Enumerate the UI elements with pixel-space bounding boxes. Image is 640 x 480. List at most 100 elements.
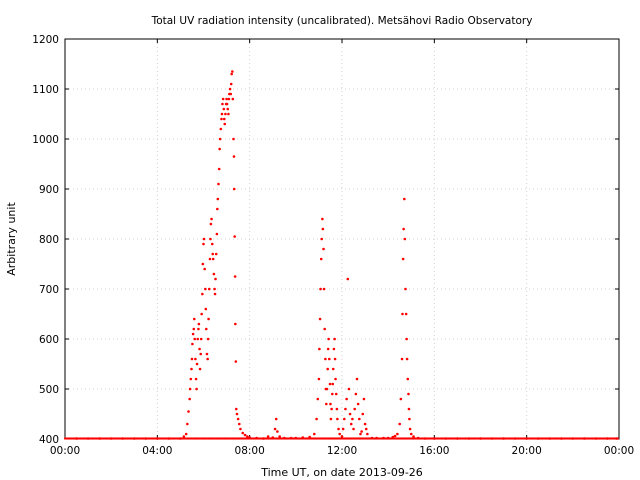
data-point [214,277,217,281]
data-point [321,227,325,231]
data-point [349,422,353,426]
x-tick-label: 16:00 [419,445,449,457]
data-point [236,417,240,421]
data-point [201,292,204,296]
data-point [190,367,193,371]
data-point [354,392,358,396]
data-point [220,112,224,116]
data-point [227,97,231,101]
data-point [210,217,213,221]
data-point [216,207,219,211]
data-point [321,217,324,221]
data-point [358,417,361,421]
data-point [230,72,233,76]
data-point [316,397,320,401]
data-point [232,137,235,141]
x-tick-label: 08:00 [235,445,265,457]
data-point [207,317,210,321]
data-point [331,367,335,371]
data-point [196,337,200,341]
data-point [407,392,410,396]
data-point [315,417,318,421]
x-tick-label: 04:00 [142,445,172,457]
data-point [204,327,208,331]
chart-title: Total UV radiation intensity (uncalibrat… [151,15,533,27]
data-point [335,407,339,411]
data-point [340,435,344,438]
data-point [222,117,226,121]
y-tick-label: 1000 [32,134,59,146]
data-point [409,432,413,436]
data-point [208,257,212,261]
data-point [232,187,236,191]
data-point [215,232,219,236]
data-point [237,422,241,426]
data-point [337,427,340,431]
data-point [328,357,331,361]
data-point [207,287,211,291]
data-point [206,337,210,341]
data-point [400,357,404,361]
data-point [355,377,359,381]
data-point [364,427,368,431]
data-point [318,317,322,321]
data-point [218,147,221,151]
data-point [322,287,326,291]
data-point [225,97,228,101]
data-point [331,392,334,396]
data-point [393,434,397,438]
y-tick-label: 900 [39,184,59,196]
data-point [348,412,352,416]
data-point [325,402,328,406]
data-point [322,247,325,251]
data-point [351,417,354,421]
data-point [199,337,203,341]
data-point [353,407,356,411]
data-point [235,412,239,416]
data-point [198,347,201,351]
data-point [343,417,346,421]
data-point [341,427,345,431]
data-point [361,412,365,416]
data-point [192,327,196,331]
data-point [229,92,233,96]
data-point [195,362,199,366]
data-point [213,292,217,296]
data-point [193,337,197,341]
data-point [396,432,399,436]
data-point [194,377,198,381]
data-point [363,422,367,426]
data-point [243,433,247,437]
data-point [217,167,221,171]
data-point [219,127,223,131]
data-point [227,112,230,116]
data-point [217,182,220,186]
data-point [345,397,348,401]
data-point [408,417,411,421]
data-point [401,257,405,261]
data-point [191,332,195,336]
data-point [276,430,279,433]
data-point [187,410,190,413]
data-point [246,435,249,438]
data-point [222,107,226,111]
data-point [366,432,369,436]
data-point [189,377,193,381]
data-point [360,430,363,433]
data-point [328,382,332,386]
data-point [330,407,333,411]
data-point [333,357,337,361]
data-point [241,431,245,435]
data-point [407,407,411,411]
data-point [192,317,196,321]
data-point [359,432,362,436]
data-point [221,97,225,101]
data-point [184,432,188,436]
data-point [210,242,214,246]
data-point [228,87,232,91]
x-tick-label: 12:00 [327,445,357,457]
data-point [274,417,278,421]
data-point [406,377,410,381]
y-tick-label: 800 [39,234,59,246]
